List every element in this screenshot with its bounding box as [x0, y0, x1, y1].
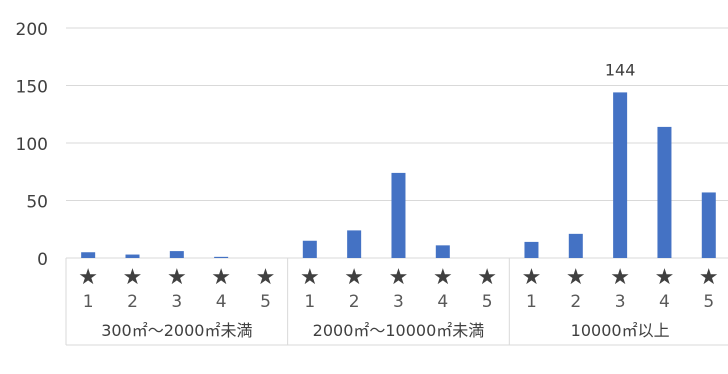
category-number-label: 5: [482, 292, 493, 312]
category-number-label: 2: [570, 292, 581, 312]
category-star-label: ★: [300, 265, 320, 290]
bar: [568, 233, 583, 258]
y-tick-label: 0: [37, 250, 48, 270]
category-number-label: 3: [171, 292, 182, 312]
group-label: 300㎡〜2000㎡未満: [101, 321, 252, 340]
category-number-label: 5: [703, 292, 714, 312]
bar: [81, 252, 96, 258]
bar: [657, 126, 672, 259]
category-star-label: ★: [389, 265, 409, 290]
category-star-label: ★: [167, 265, 187, 290]
bar: [524, 241, 539, 258]
category-number-label: 3: [393, 292, 404, 312]
category-number-label: 2: [349, 292, 360, 312]
category-number-label: 1: [526, 292, 537, 312]
category-star-label: ★: [655, 265, 675, 290]
category-star-label: ★: [256, 265, 276, 290]
bar: [214, 256, 229, 258]
category-star-label: ★: [344, 265, 364, 290]
category-star-label: ★: [211, 265, 231, 290]
category-number-label: 2: [127, 292, 138, 312]
y-tick-label: 200: [16, 20, 48, 40]
y-tick-label: 100: [16, 135, 48, 155]
group-label: 10000㎡以上: [571, 321, 670, 340]
bar: [701, 192, 716, 258]
y-tick-label: 150: [16, 78, 48, 98]
data-label: 144: [605, 60, 636, 79]
bar: [302, 240, 317, 258]
category-star-label: ★: [699, 265, 719, 290]
category-star-label: ★: [78, 265, 98, 290]
y-tick-label: 50: [26, 193, 48, 213]
category-number-label: 1: [304, 292, 315, 312]
category-star-label: ★: [522, 265, 542, 290]
category-number-label: 4: [437, 292, 448, 312]
group-label: 2000㎡〜10000㎡未満: [313, 321, 485, 340]
category-star-label: ★: [433, 265, 453, 290]
category-star-label: ★: [566, 265, 586, 290]
category-number-label: 1: [83, 292, 94, 312]
bar: [125, 254, 140, 258]
category-star-label: ★: [477, 265, 497, 290]
category-number-label: 3: [615, 292, 626, 312]
category-number-label: 4: [659, 292, 670, 312]
category-star-label: ★: [610, 265, 630, 290]
bar: [169, 251, 184, 258]
bar: [391, 172, 406, 258]
category-number-label: 5: [260, 292, 271, 312]
bar: [613, 92, 628, 259]
category-number-label: 4: [216, 292, 227, 312]
category-star-label: ★: [123, 265, 143, 290]
bar: [347, 230, 362, 258]
bar: [435, 245, 450, 258]
